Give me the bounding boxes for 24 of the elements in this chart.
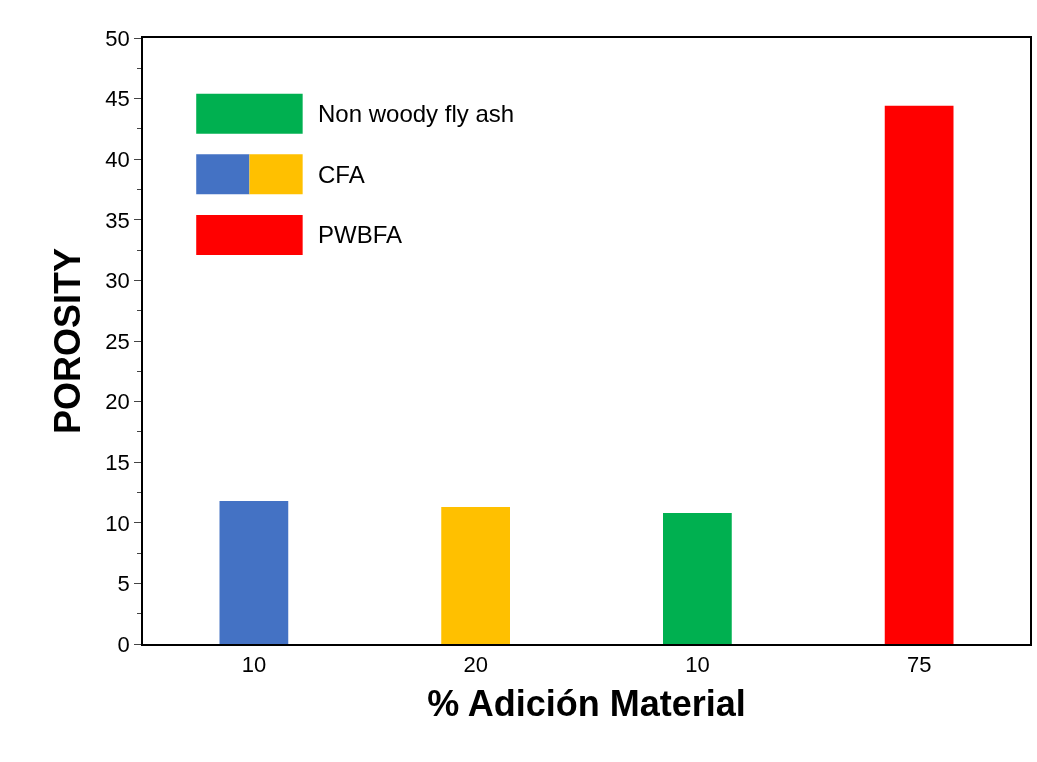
x-tick-label: 75 [906,652,932,678]
y-tick-label: 45 [105,86,130,112]
y-tick-label: 35 [105,207,130,233]
x-tick-label: 10 [241,652,267,678]
y-tick-label: 5 [117,571,130,597]
y-tick-label: 50 [105,25,130,51]
legend-label: Non woody fly ash [318,100,515,127]
bar [441,507,510,644]
legend-label: PWBFA [318,221,403,248]
bar [219,500,289,644]
bar [663,513,732,644]
y-axis-title: POROSITY [46,247,88,435]
y-tick-label: 40 [105,146,130,172]
y-tick-label: 25 [105,328,130,354]
y-tick-label: 30 [105,268,130,294]
y-tick-label: 15 [105,449,130,475]
x-axis-title: % Adición Material [427,683,746,725]
bar [884,105,954,644]
y-tick-label: 20 [105,389,130,415]
y-tick-label: 10 [105,510,130,536]
y-tick-label: 0 [117,631,130,657]
x-tick-label: 10 [685,652,710,678]
legend-label: CFA [318,161,365,188]
x-tick-label: 20 [463,652,488,678]
